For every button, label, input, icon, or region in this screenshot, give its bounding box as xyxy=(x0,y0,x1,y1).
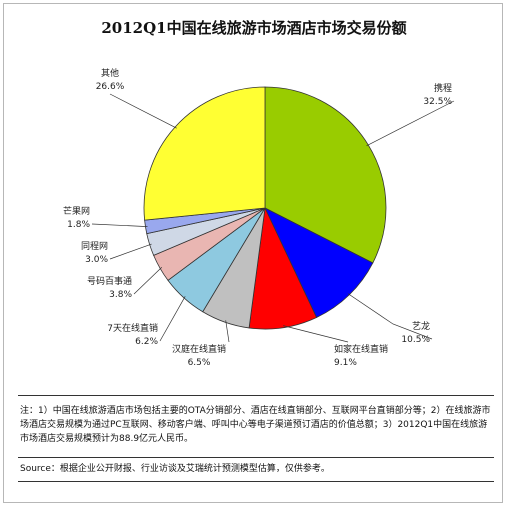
leader-line xyxy=(133,267,163,295)
slice-value-label: 6.5% xyxy=(188,358,211,368)
pie-slices xyxy=(143,86,387,330)
slice-name-label: 艺龙 xyxy=(412,320,430,332)
slice-value-label: 1.8% xyxy=(67,220,90,230)
slice-value-label: 3.8% xyxy=(109,290,132,300)
leader-line xyxy=(109,243,152,260)
slice-value-label: 26.6% xyxy=(96,82,125,92)
leader-line xyxy=(109,93,177,129)
leader-lines xyxy=(91,93,455,343)
slice-name-label: 同程网 xyxy=(81,241,108,252)
chart-note: 注：1）中国在线旅游酒店市场包括主要的OTA分销部分、酒店在线直销部分、互联网平… xyxy=(20,406,491,444)
chart-frame: 2012Q1中国在线旅游市场酒店市场交易份额 携程 32.5% 艺龙 10.5% 如家在… xyxy=(3,3,503,503)
slice-name-label: 如家在线直销 xyxy=(334,343,388,355)
leader-line xyxy=(366,100,455,147)
slice-name-label: 携程 xyxy=(434,82,452,94)
slice-labels: 携程 32.5% 艺龙 10.5% 如家在线直销 9.1% 汉庭在线直销 6.5% 7天在线直销… xyxy=(63,67,452,368)
slice-name-label: 芒果网 xyxy=(63,205,90,217)
divider-bottom xyxy=(18,481,494,482)
divider-top xyxy=(18,395,494,396)
slice-value-label: 10.5% xyxy=(401,335,430,345)
chart-title: 2012Q1中国在线旅游市场酒店市场交易份额 xyxy=(101,19,407,37)
leader-line xyxy=(225,320,230,343)
slice-name-label: 汉庭在线直销 xyxy=(172,343,226,355)
leader-line xyxy=(283,325,349,343)
slice-value-label: 32.5% xyxy=(423,97,452,107)
pie-chart: 携程 32.5% 艺龙 10.5% 如家在线直销 9.1% 汉庭在线直销 6.5% 7天在线直销… xyxy=(63,67,455,368)
slice-name-label: 7天在线直销 xyxy=(107,322,158,334)
slice-value-label: 6.2% xyxy=(135,337,158,347)
leader-line xyxy=(91,223,148,227)
slice-name-label: 号码百事通 xyxy=(87,275,132,287)
leader-line xyxy=(347,293,433,340)
slice-value-label: 9.1% xyxy=(334,358,357,368)
slice-value-label: 3.0% xyxy=(85,255,108,265)
pie-slice xyxy=(143,86,266,221)
divider-middle xyxy=(18,457,494,458)
leader-line xyxy=(159,296,186,342)
chart-source: Source：根据企业公开财报、行业访谈及艾瑞统计预测模型估算，仅供参考。 xyxy=(20,464,330,474)
slice-name-label: 其他 xyxy=(101,67,119,79)
